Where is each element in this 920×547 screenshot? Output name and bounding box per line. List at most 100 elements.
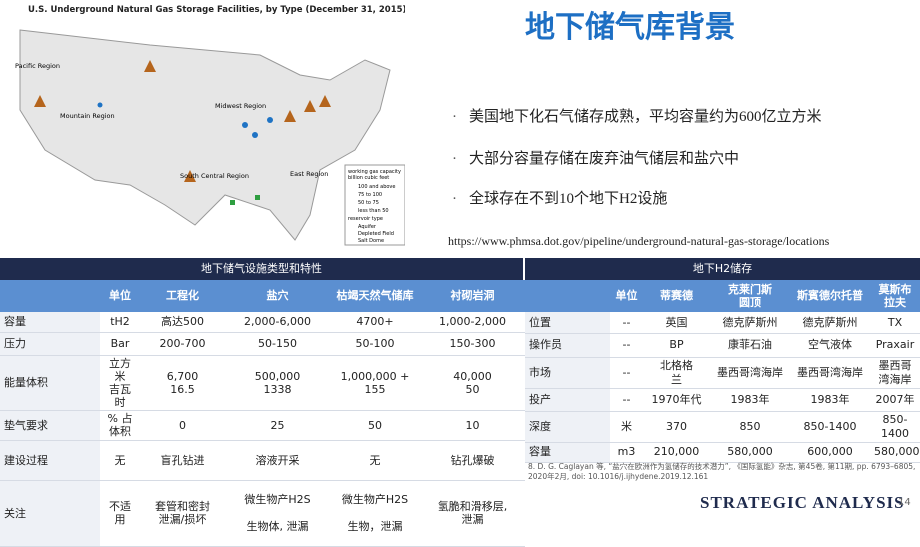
cell: 溶液开采 xyxy=(225,440,330,481)
header-cell: 单位 xyxy=(100,280,140,312)
row-header: 垫气要求 xyxy=(0,410,100,441)
cell: 墨西哥湾海岸 xyxy=(790,357,870,389)
cell: 6,700 16.5 xyxy=(140,355,225,412)
row: 建设过程无盲孔钻进 溶液开采无钻孔爆破 xyxy=(0,440,525,481)
legend-item: 100 and above xyxy=(358,184,395,190)
facility-dots xyxy=(34,60,331,205)
cell: 套管和密封 泄漏/损坏 xyxy=(140,480,225,547)
table-left: 单位 工程化 盐穴 枯竭天然气储库 衬砌岩洞 容量 tH2 高达500 2,000-6,000 4… xyxy=(0,280,525,547)
row: 垫气要求% 占 体积 0 25 50 10 xyxy=(0,410,525,441)
row: 位置 -- 英国 德克萨斯州 德克萨斯州 TX xyxy=(525,312,920,334)
cell: 微生物产H2S 生物，泄漏 xyxy=(330,480,420,547)
cell: 2,000-6,000 xyxy=(225,312,330,333)
cell: 墨西哥湾海岸 xyxy=(710,357,790,389)
footnote: 8. D. G. Caglayan 等, “盐穴在欧洲作为氢储存的技术潜力”, … xyxy=(528,462,916,482)
cell: 10 xyxy=(420,410,525,441)
legend-title: working gas capacity billion cubic feet xyxy=(348,169,401,181)
bullet: 全球存在不到10个地下H2设施 xyxy=(452,187,667,208)
cell: 850-1400 xyxy=(790,411,870,443)
dot xyxy=(97,102,103,108)
header-cell: 衬砌岩洞 xyxy=(420,280,525,312)
row: 投产 -- 1970年代 1983年 1983年 2007年 xyxy=(525,388,920,412)
row-header: 深度 xyxy=(525,411,610,443)
cell: 0 xyxy=(140,410,225,441)
legend-item: less than 50 xyxy=(358,208,389,214)
footer xyxy=(525,490,920,518)
cell: 50-150 xyxy=(225,332,330,356)
cell: 北格格 兰 xyxy=(643,357,710,389)
cell: -- xyxy=(610,312,643,334)
slide-title: 地下储气库背景 xyxy=(525,10,735,45)
region-label: Midwest Region xyxy=(215,102,266,110)
row-header: 建设过程 xyxy=(0,440,100,481)
row: 容量 m3 210,000 580,000 600,000 580,000 xyxy=(525,442,920,463)
cell: 580,000 xyxy=(710,442,790,463)
cell: -- xyxy=(610,357,643,389)
cell: 40,000 50 xyxy=(420,355,525,412)
cell: 500,000 1338 xyxy=(225,355,330,412)
row-header: 位置 xyxy=(525,312,610,334)
cell: 850- 1400 xyxy=(870,411,920,443)
region-label: East Region xyxy=(290,170,328,178)
dot xyxy=(184,170,196,182)
source-url: https://www.phmsa.dot.gov/pipeline/under… xyxy=(448,234,830,248)
cell: 微生物产H2S 生物体, 泄漏 xyxy=(225,480,330,547)
row-header: 压力 xyxy=(0,332,100,356)
row: 深度米 370 850 850-1400 850- 1400 xyxy=(525,411,920,443)
cell: 立方米 吉瓦时 xyxy=(100,355,140,412)
page: {"map":{"title":"U.S. Underground Natura… xyxy=(0,0,920,518)
dot xyxy=(34,95,46,107)
cell: 空气液体 xyxy=(790,333,870,358)
header-cell: 蒂赛德 xyxy=(643,280,710,312)
cell: 580,000 xyxy=(870,442,920,463)
cell: 50-100 xyxy=(330,332,420,356)
dot xyxy=(267,117,273,123)
region-label: Mountain Region xyxy=(60,112,115,120)
row: 关注 不适用 套管和密封 泄漏/损坏 微生物产H2S 生物体, 泄漏 微生物产H2S 生… xyxy=(0,480,525,547)
cell: 1983年 xyxy=(790,388,870,412)
cell: m3 xyxy=(610,442,643,463)
header-row: 单位 工程化 盐穴 枯竭天然气储库 衬砌岩洞 xyxy=(0,280,525,312)
cell: 600,000 xyxy=(790,442,870,463)
cell: 200-700 xyxy=(140,332,225,356)
dot xyxy=(284,110,296,122)
row: 容量 tH2 高达500 2,000-6,000 4700+ 1,000-2,000 xyxy=(0,312,525,333)
row-header: 能量体积 xyxy=(0,355,100,412)
header-cell: 工程化 xyxy=(140,280,225,312)
cell: Praxair xyxy=(870,333,920,358)
cell: 高达500 xyxy=(140,312,225,333)
us-silhouette xyxy=(19,29,391,241)
table-right: 单位 蒂赛德 克莱门斯 圆顶 斯賓德尔托普 莫斯布 拉夫 位置 -- 英国 德克萨斯州 德克萨斯州… xyxy=(525,280,920,463)
page-number: 14 xyxy=(898,497,911,508)
cell: -- xyxy=(610,388,643,412)
cell: 210,000 xyxy=(643,442,710,463)
cell: 370 xyxy=(643,411,710,443)
region-label: South Central Region xyxy=(180,172,249,180)
cell: 盲孔钻进 xyxy=(140,440,225,481)
cell: tH2 xyxy=(100,312,140,333)
header-cell: 盐穴 xyxy=(225,280,330,312)
cell: 无 xyxy=(100,440,140,481)
row-header: 关注 xyxy=(0,480,100,547)
cell: 德克萨斯州 xyxy=(710,312,790,334)
cell: 米 xyxy=(610,411,643,443)
row-header: 容量 xyxy=(525,442,610,463)
dot xyxy=(242,122,248,128)
cell: 50 xyxy=(330,410,420,441)
dot xyxy=(230,200,235,205)
dot xyxy=(319,95,331,107)
cell: 25 xyxy=(225,410,330,441)
row: 压力 Bar 200-700 50-150 50-100 150-300 xyxy=(0,332,525,356)
cell: 1983年 xyxy=(710,388,790,412)
cell: 150-300 xyxy=(420,332,525,356)
header-row: 单位 蒂赛德 克莱门斯 圆顶 斯賓德尔托普 莫斯布 拉夫 xyxy=(525,280,920,312)
cell: 1,000-2,000 xyxy=(420,312,525,333)
cell: % 占 体积 xyxy=(100,410,140,441)
row-header: 市场 xyxy=(525,357,610,389)
cell: 2007年 xyxy=(870,388,920,412)
dot xyxy=(144,60,156,72)
cell: 英国 xyxy=(643,312,710,334)
header-cell: 斯賓德尔托普 xyxy=(790,280,870,312)
slide: U.S. Underground Natural Gas Storage Fac… xyxy=(0,0,920,518)
cell: BP xyxy=(643,333,710,358)
